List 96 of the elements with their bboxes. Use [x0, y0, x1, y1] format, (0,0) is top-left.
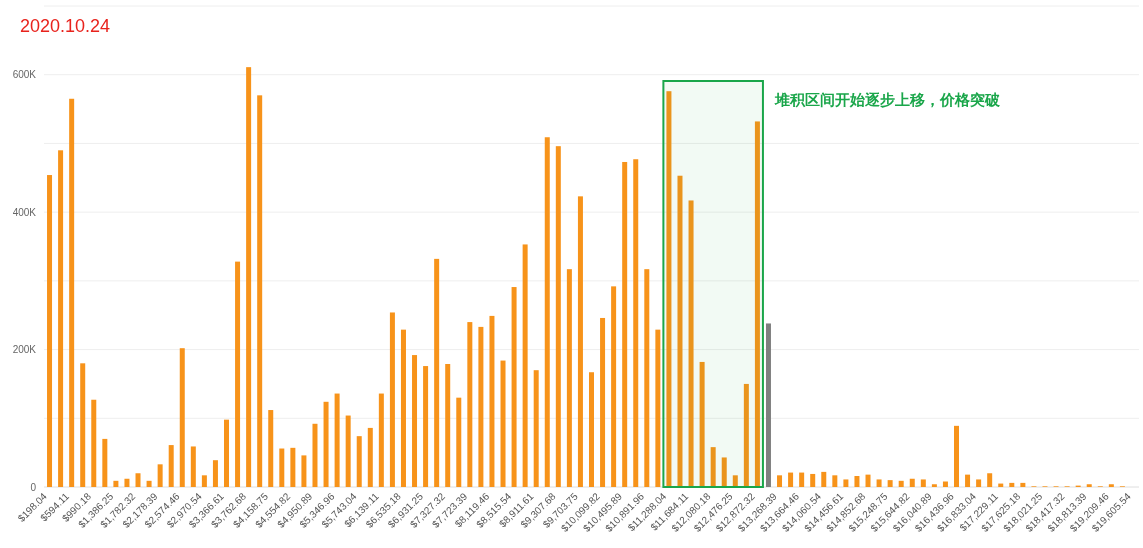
bar [500, 360, 506, 487]
bar [279, 448, 285, 487]
bar [566, 269, 572, 487]
bar [1020, 482, 1026, 487]
bar [876, 479, 882, 487]
bar [102, 438, 108, 487]
bar [942, 481, 948, 487]
bar [577, 196, 583, 487]
bar [146, 480, 152, 487]
bar [91, 399, 97, 487]
bar [843, 479, 849, 487]
bar [544, 137, 550, 487]
bar [489, 315, 495, 487]
bar [920, 479, 926, 487]
bar [367, 427, 373, 487]
bar [423, 366, 429, 487]
bar [378, 393, 384, 487]
bar [589, 372, 594, 487]
bar [478, 326, 484, 487]
bar [212, 460, 218, 487]
bar [69, 98, 75, 487]
bar [765, 323, 771, 487]
bar [124, 478, 130, 487]
bar [290, 447, 296, 487]
bar [754, 121, 760, 487]
bar [533, 370, 539, 487]
bar [600, 317, 606, 487]
bar [976, 479, 982, 487]
bar [965, 474, 971, 487]
y-tick-label: 0 [30, 481, 37, 493]
bar [224, 419, 229, 487]
bar [799, 472, 805, 487]
bar [434, 258, 440, 487]
bar [655, 329, 661, 487]
bar [1108, 484, 1114, 487]
bar [47, 175, 53, 487]
bar [113, 480, 119, 487]
bar [312, 423, 318, 487]
bar [854, 476, 860, 487]
bar [511, 287, 517, 487]
bar [467, 322, 473, 487]
bar [58, 150, 64, 487]
bar [732, 475, 738, 487]
bar [80, 363, 86, 487]
bar [522, 244, 528, 487]
bar [445, 364, 451, 487]
bar [400, 329, 406, 487]
bar [246, 67, 252, 487]
y-tick-label: 600K [12, 69, 37, 81]
bar [987, 473, 993, 487]
bar [235, 261, 241, 487]
bar [832, 475, 838, 487]
bar [1086, 484, 1092, 487]
text: 2020.10.24 [20, 16, 111, 36]
bar [743, 383, 749, 487]
bar [887, 480, 893, 487]
y-tick-label: 400K [12, 206, 37, 218]
bar [334, 393, 340, 487]
bar [356, 436, 362, 487]
y-tick-label: 200K [12, 344, 37, 356]
bar [301, 455, 307, 487]
bar [1009, 482, 1015, 487]
bar [611, 286, 617, 487]
bar [677, 175, 683, 487]
bar [699, 361, 705, 487]
bar [777, 475, 783, 487]
bar [721, 457, 727, 487]
bar [865, 474, 871, 487]
bar [666, 91, 672, 487]
bar [810, 473, 816, 487]
bar [633, 159, 639, 487]
bar [168, 445, 174, 487]
bar [179, 348, 185, 487]
bar [931, 484, 937, 487]
bar [323, 401, 329, 487]
bar [268, 410, 274, 487]
bar [788, 472, 794, 487]
bar [135, 473, 141, 487]
bar [157, 464, 163, 487]
bar [389, 312, 395, 487]
bar [345, 415, 351, 487]
bar [909, 478, 915, 487]
bar [201, 475, 207, 487]
band-label: 堆积区间开始逐步上移，价格突破 [773, 91, 1001, 108]
bar [412, 355, 418, 487]
bar [190, 446, 196, 487]
bar [821, 471, 827, 487]
bar [257, 95, 263, 487]
bar [954, 425, 959, 487]
bar [644, 269, 650, 487]
bar [710, 447, 716, 487]
bar [555, 146, 561, 487]
bar [622, 161, 628, 487]
bar [688, 200, 694, 487]
bar [898, 480, 904, 487]
bar [456, 397, 462, 487]
